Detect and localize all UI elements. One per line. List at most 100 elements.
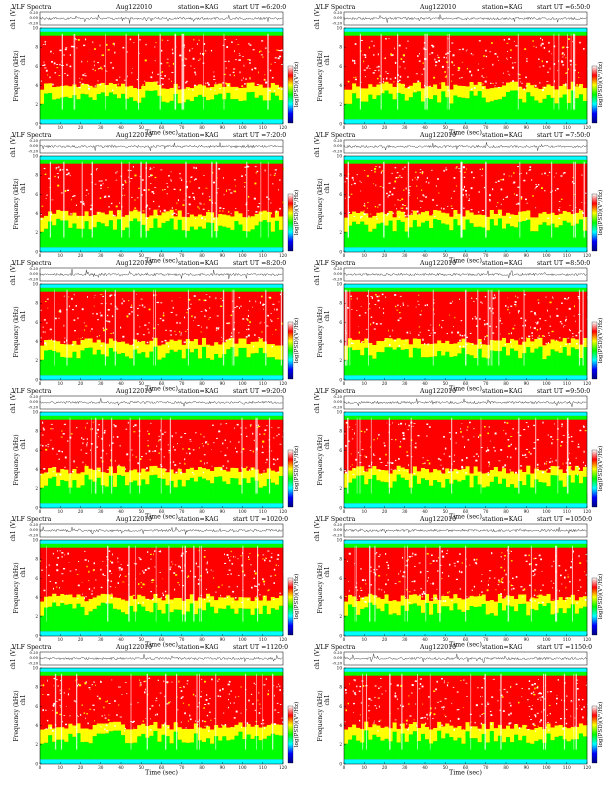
spectrogram-cell — [550, 287, 555, 292]
spectrogram-cell — [48, 503, 53, 508]
spectrogram-cell — [197, 466, 203, 477]
spectrogram-speckle — [373, 44, 375, 47]
spectrogram-speckle — [55, 167, 58, 169]
spectrogram-cell — [92, 247, 97, 252]
spectrogram-speckle — [482, 87, 484, 89]
spectrogram-speckle — [108, 206, 110, 208]
spectrogram-cell — [384, 291, 389, 339]
spectrogram-cell — [501, 156, 507, 160]
spectrogram-cell — [125, 472, 130, 486]
spectrogram-cell — [412, 287, 418, 292]
spectrogram-cell — [445, 85, 450, 98]
spectrogram-speckle — [262, 56, 264, 59]
spectrogram-speckle — [405, 207, 408, 210]
spectrogram-speckle — [495, 82, 497, 84]
spectrogram-cell — [234, 28, 239, 32]
spectrogram-cell — [169, 480, 174, 504]
spectrogram-speckle — [228, 60, 230, 63]
spectrogram-cell — [344, 163, 349, 218]
spectrogram-cell — [68, 31, 73, 36]
spectrogram-cell — [574, 98, 580, 120]
spectrogram-cell — [169, 339, 174, 350]
spectrogram-cell — [161, 119, 166, 124]
spectrogram-speckle — [506, 42, 509, 44]
spectrogram-cell — [546, 94, 551, 120]
spectrogram-cell — [185, 159, 191, 164]
spectrogram-cell — [116, 503, 122, 508]
spectrogram-cell — [52, 163, 57, 214]
spectrogram-cell — [246, 163, 251, 218]
header-program: VLF Spectra — [316, 4, 356, 11]
waveform-ylabel: ch1 (V) — [10, 8, 17, 30]
spectrogram-cell — [416, 226, 422, 248]
spectrogram-speckle — [92, 428, 93, 430]
spectrogram-cell — [222, 156, 227, 160]
spectrogram-cell — [360, 35, 365, 89]
spectrogram-cell — [129, 221, 134, 248]
spectrogram-speckle — [498, 60, 500, 61]
spectrogram-speckle — [100, 456, 102, 459]
spectrogram-cell — [578, 119, 584, 124]
spectrogram-cell — [582, 216, 588, 231]
spectrogram-cell — [104, 287, 110, 292]
spectrogram-cell — [404, 119, 410, 124]
spectrogram-cell — [425, 357, 430, 376]
spectrogram-speckle — [45, 301, 47, 302]
spectrogram-cell — [477, 119, 482, 124]
spectrogram-speckle — [407, 76, 409, 78]
spectrogram-cell — [530, 96, 535, 120]
spectrogram-speckle — [517, 296, 519, 299]
spectrogram-speckle — [264, 74, 266, 76]
spectrogram-speckle — [484, 323, 486, 326]
spectrogram-cell — [80, 284, 85, 288]
spectrogram-speckle — [212, 217, 213, 220]
spectrogram-cell — [437, 102, 442, 120]
spectrogram-cell — [100, 35, 106, 83]
spectrogram-cell — [40, 35, 45, 90]
spectrogram-speckle — [569, 59, 572, 62]
spectrogram-cell — [425, 163, 430, 212]
spectrogram-cell — [177, 479, 183, 504]
spectrogram-speckle — [160, 88, 162, 91]
spectrogram-cell — [420, 222, 426, 248]
spectrogram-cell — [173, 487, 178, 504]
spectrogram-speckle — [570, 64, 572, 66]
spectrogram-cell — [477, 291, 482, 340]
spectrogram-cell — [48, 119, 53, 124]
spectrogram-cell — [238, 159, 243, 164]
spectrogram-cell — [550, 223, 555, 248]
spectrogram-cell — [437, 88, 442, 103]
spectrogram-cell — [501, 31, 507, 36]
spectrogram-cell — [52, 476, 57, 504]
spectrogram-cell — [157, 28, 162, 32]
spectrogram-cell — [526, 163, 531, 211]
spectrogram-cell — [157, 419, 162, 468]
spectrogram-cell — [550, 28, 555, 32]
freq-tick-label: 2 — [35, 486, 38, 491]
spectrogram-cell — [388, 412, 393, 416]
spectrogram-sferic — [446, 33, 448, 110]
spectrogram-speckle — [264, 47, 267, 49]
time-tick-label: 90 — [524, 253, 530, 258]
spectrogram-speckle — [472, 317, 474, 320]
spectrogram-speckle — [423, 68, 425, 70]
spectrogram-cell — [161, 344, 166, 358]
spectrogram-cell — [230, 159, 235, 164]
spectrogram-speckle — [483, 320, 485, 321]
spectrogram-cell — [197, 159, 203, 164]
spectrogram-cell — [400, 287, 406, 292]
spectrogram-cell — [546, 247, 551, 252]
spectrogram-cell — [461, 159, 466, 164]
spectrogram-cell — [157, 412, 162, 416]
spectrogram-cell — [145, 484, 150, 504]
spectrogram-cell — [234, 503, 239, 508]
spectrogram-cell — [278, 247, 284, 252]
spectrogram-cell — [562, 337, 568, 348]
spectrogram-speckle — [248, 215, 250, 217]
spectrogram-cell — [453, 84, 458, 96]
spectrogram-cell — [149, 35, 154, 82]
waveform-tick-label: -0.20 — [332, 148, 342, 153]
spectrogram-speckle — [399, 295, 402, 297]
spectrogram-cell — [554, 214, 559, 228]
spectrogram-cell — [368, 163, 373, 218]
